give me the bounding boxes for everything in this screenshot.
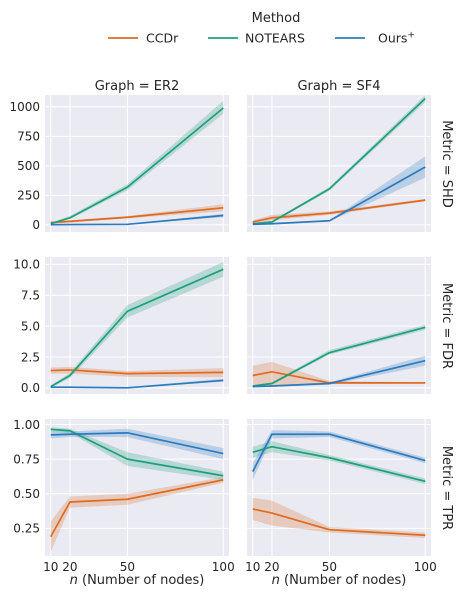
legend-title: Method [252, 11, 301, 26]
panel-sf4-shd-band-ours-plus [252, 156, 426, 225]
panel-sf4-fdr-line-ccdr [252, 370, 426, 384]
y-tick-label: 0.25 [13, 522, 40, 536]
panel-sf4-fdr-line-ours-plus [252, 359, 426, 388]
panel-er2-tpr-line-notears [50, 428, 224, 477]
panel-er2-fdr-band-ccdr [50, 366, 224, 378]
y-tick-label: 7.5 [21, 289, 40, 303]
x-tick-label: 20 [264, 560, 279, 574]
panel-sf4-tpr-line-ours-plus [251, 433, 426, 472]
panel-er2-tpr-band-ccdr [50, 477, 224, 552]
x-tick-label: 20 [62, 560, 77, 574]
panel-sf4-shd-line-notears [252, 97, 426, 225]
panel-sf4-fdr-background [247, 257, 431, 394]
column-title-sf4: Graph = SF4 [297, 79, 380, 94]
y-tick-label: 0.75 [13, 452, 40, 466]
panel-er2-fdr-line-ours-plus [50, 379, 224, 389]
panel-er2-tpr-line-ccdr [50, 479, 224, 538]
panel-er2-tpr-line-ours-plus [50, 431, 224, 455]
panel-er2-shd-line-notears [50, 107, 224, 225]
panel-er2-tpr: 10 20 50 100 0.25 0.50 0.75 1.00 [13, 418, 234, 574]
panel-sf4-tpr-band-ccdr [252, 497, 426, 539]
y-tick-label: 0.0 [21, 381, 40, 395]
panel-sf4-tpr-band-ours-plus [252, 430, 426, 480]
legend-label-ours: Ours+ [378, 31, 415, 46]
panel-er2-fdr-band-notears [50, 261, 224, 388]
y-tick-label: 10.0 [13, 258, 40, 272]
x-tick-label: 50 [322, 560, 337, 574]
panel-er2-fdr-line-notears [50, 268, 224, 388]
panel-sf4-shd-line-ours-plus [252, 166, 426, 226]
panel-er2-shd-background [45, 95, 229, 232]
x-tick-label: 100 [212, 560, 235, 574]
panel-sf4-tpr-line-notears [252, 445, 426, 483]
y-tick-label: 500 [17, 159, 40, 173]
panel-er2-shd-line-ours-plus [50, 214, 224, 226]
panel-er2-shd: 0 250 500 750 1000 [9, 95, 229, 232]
legend: Method CCDr NOTEARS Ours+ [108, 11, 415, 46]
y-tick-label: 250 [17, 189, 40, 203]
y-tick-label: 2.5 [21, 350, 40, 364]
legend-label-ccdr: CCDr [146, 31, 179, 46]
y-tick-label: 0 [32, 218, 40, 232]
panel-sf4-tpr-line-ccdr [252, 508, 426, 537]
legend-label-notears: NOTEARS [245, 31, 305, 46]
panel-er2-tpr-background [45, 419, 229, 556]
row-title-fdr: Metric = FDR [439, 283, 454, 369]
panel-sf4-shd-background [247, 95, 431, 232]
panel-er2-tpr-band-notears [50, 427, 224, 480]
x-tick-label: 10 [245, 560, 260, 574]
x-axis-title-left: n (Number of nodes) [70, 573, 205, 588]
panel-er2-shd-line-ccdr [50, 206, 224, 224]
y-tick-label: 1000 [9, 100, 40, 114]
panel-sf4-fdr [247, 257, 431, 394]
row-title-tpr: Metric = TPR [439, 446, 454, 530]
y-tick-label: 5.0 [21, 319, 40, 333]
x-tick-label: 50 [120, 560, 135, 574]
panel-sf4-fdr-band-ccdr [252, 361, 426, 388]
row-title-shd: Metric = SHD [439, 120, 454, 208]
x-tick-label: 10 [43, 560, 58, 574]
y-tick-label: 750 [17, 130, 40, 144]
panel-er2-fdr-line-ccdr [50, 369, 224, 375]
panel-sf4-shd [247, 95, 431, 232]
chart-panels: 0 250 500 750 1000 0.0 2.5 5.0 7.5 10.0 10 20 50 100 0… [9, 95, 437, 574]
y-tick-label: 0.50 [13, 487, 40, 501]
x-axis-title-right: n (Number of nodes) [272, 573, 407, 588]
panel-er2-fdr: 0.0 2.5 5.0 7.5 10.0 [13, 257, 229, 395]
panel-sf4-fdr-line-notears [252, 326, 426, 387]
y-tick-label: 1.00 [13, 418, 40, 432]
panel-sf4-tpr: 10 20 50 100 [245, 419, 437, 574]
panel-er2-tpr-band-ours-plus [50, 428, 224, 460]
x-tick-label: 100 [414, 560, 437, 574]
panel-sf4-shd-line-ccdr [252, 199, 426, 223]
column-title-er2: Graph = ER2 [95, 79, 180, 94]
